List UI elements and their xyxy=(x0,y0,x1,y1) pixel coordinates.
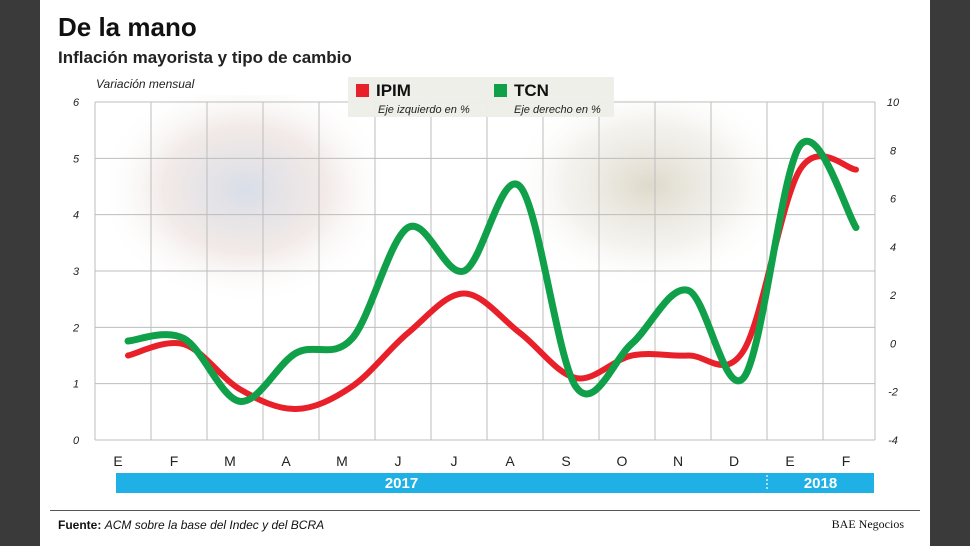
x-tick-label: F xyxy=(842,453,851,469)
x-tick-label: D xyxy=(729,453,739,469)
x-tick-label: J xyxy=(451,453,458,469)
x-tick-label: N xyxy=(673,453,683,469)
y-left-tick-label: 4 xyxy=(73,210,79,222)
x-tick-label: M xyxy=(224,453,236,469)
tcn-line xyxy=(124,138,860,405)
y-right-tick-label: 4 xyxy=(890,242,896,254)
legend: IPIM Eje izquierdo en % TCN Eje derecho en … xyxy=(348,77,614,117)
x-tick-label: J xyxy=(395,453,402,469)
source-label: Fuente: xyxy=(58,518,102,532)
x-tick-label: F xyxy=(170,453,179,469)
y-right-tick-label: -2 xyxy=(888,387,898,399)
y-right-tick-label: 2 xyxy=(889,290,896,302)
legend-box xyxy=(348,77,614,117)
chart-title: De la mano xyxy=(58,12,197,42)
ipim-legend-label: IPIM xyxy=(376,81,411,100)
y-left-tick-label: 3 xyxy=(73,266,80,278)
background-photo-shopping xyxy=(110,95,380,305)
x-tick-label: O xyxy=(617,453,628,469)
x-tick-label: A xyxy=(505,453,515,469)
y-right-tick-label: -4 xyxy=(888,435,898,447)
year-band-bar xyxy=(116,473,874,493)
x-tick-label: S xyxy=(561,453,570,469)
y-left-tick-label: 5 xyxy=(73,153,80,165)
year-label: 2018 xyxy=(804,475,837,492)
x-tick-label: M xyxy=(336,453,348,469)
y-left-tick-label: 0 xyxy=(73,435,80,447)
year-band: 2017 2018 xyxy=(116,473,874,493)
ipim-legend-swatch xyxy=(356,84,369,97)
y-left-tick-label: 6 xyxy=(73,97,80,109)
tcn-legend-note: Eje derecho en % xyxy=(514,104,601,116)
brand-credit: BAE Negocios xyxy=(831,517,904,531)
y-right-tick-label: 10 xyxy=(887,97,900,109)
year-label: 2017 xyxy=(385,475,418,492)
grid xyxy=(94,101,876,441)
y-right-tick-label: 8 xyxy=(890,145,897,157)
y-right-tick-label: 6 xyxy=(890,194,897,206)
y-left-tick-label: 1 xyxy=(73,379,79,391)
tcn-legend-swatch xyxy=(494,84,507,97)
series-lines xyxy=(124,138,860,413)
background-photo-money xyxy=(520,100,780,290)
source-note: Fuente: ACM sobre la base del Indec y de… xyxy=(58,518,324,532)
x-tick-label: E xyxy=(113,453,122,469)
y-axis-label: Variación mensual xyxy=(96,77,195,91)
footer-divider xyxy=(50,510,920,511)
axes: 0 1 2 3 4 5 6 -4 -2 0 2 4 6 8 10 E F M A M J J A S O N D E F Variació… xyxy=(72,77,900,469)
x-tick-label: E xyxy=(785,453,794,469)
ipim-legend-note: Eje izquierdo en % xyxy=(378,104,470,116)
tcn-legend-label: TCN xyxy=(514,81,549,100)
x-tick-label: A xyxy=(281,453,291,469)
chart-subtitle: Inflación mayorista y tipo de cambio xyxy=(58,48,352,67)
source-text: ACM sobre la base del Indec y del BCRA xyxy=(104,518,325,532)
y-left-tick-label: 2 xyxy=(72,322,79,334)
y-right-tick-label: 0 xyxy=(890,338,897,350)
